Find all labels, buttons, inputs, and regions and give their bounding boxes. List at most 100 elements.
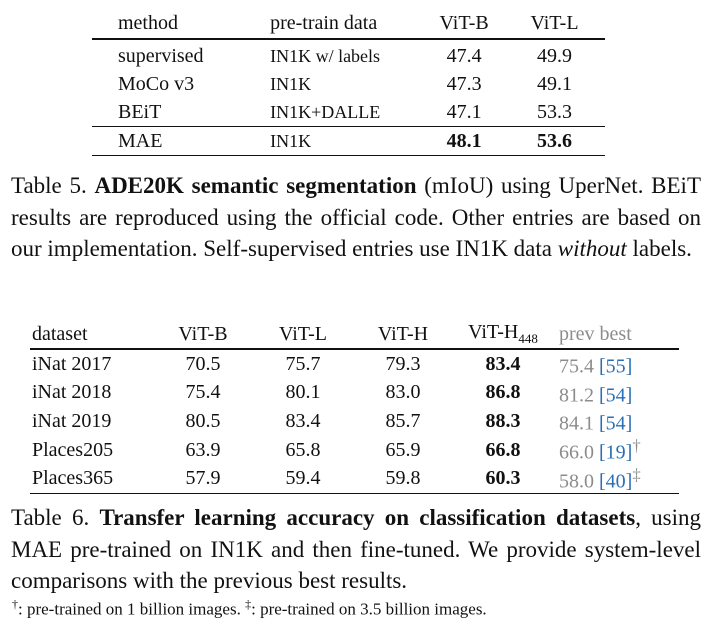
vit-b-value: 75.4 <box>185 381 221 404</box>
vit-h448-value: 60.3 <box>485 467 521 490</box>
citation-ref[interactable]: 40 <box>605 470 626 493</box>
vit-b-value: 63.9 <box>185 438 221 461</box>
table-row: Places205 63.9 65.8 65.9 66.8 66.0 [19]† <box>30 436 679 465</box>
pretrain-data-cell: IN1K w/ labels <box>270 45 381 66</box>
col-header-vit-b: ViT-B <box>439 12 489 34</box>
pretrain-data-cell: IN1K <box>270 73 312 94</box>
pretrain-data-cell: IN1K <box>270 130 312 151</box>
col-header-vit-h: ViT-H <box>377 322 429 345</box>
vit-h448-value: 66.8 <box>485 438 521 461</box>
vit-h-value: 83.0 <box>385 381 421 404</box>
citation-ref[interactable]: 19 <box>605 441 626 464</box>
vit-h448-main: ViT-H <box>468 321 519 343</box>
vit-h-value: 59.8 <box>385 467 421 490</box>
prev-best-cell: 66.0 [19]† <box>553 436 679 465</box>
table-row: supervised IN1K w/ labels 47.4 49.9 <box>92 39 605 70</box>
dagger-mark: † <box>12 597 18 611</box>
col-header-prev-best: prev best <box>559 322 632 345</box>
dataset-cell: iNat 2017 <box>32 352 112 375</box>
pretrain-data-cell: IN1K+DALLE <box>270 101 381 122</box>
vit-l-value: 65.8 <box>285 438 321 461</box>
vit-h448-value: 83.4 <box>485 352 521 375</box>
prev-best-cell: 81.2 [54] <box>553 379 679 408</box>
vit-b-value: 80.5 <box>185 410 221 433</box>
caption-label: Table 5. <box>11 173 87 198</box>
dataset-cell: iNat 2018 <box>32 381 112 404</box>
citation-ref[interactable]: 55 <box>605 355 626 378</box>
prev-best-cell: 75.4 [55] <box>553 349 679 379</box>
vit-h448-value: 86.8 <box>485 381 521 404</box>
table-row: BEiT IN1K+DALLE 47.1 53.3 <box>92 98 605 127</box>
footnote-mark: ‡ <box>632 464 641 484</box>
table-6: dataset ViT-B ViT-L ViT-H ViT-H448 prev … <box>30 320 679 494</box>
vit-b-value: 48.1 <box>446 129 482 152</box>
footnote-text: : pre-trained on 1 billion images. <box>18 599 241 619</box>
method-cell: MoCo v3 <box>118 72 195 95</box>
table-5-caption: Table 5. ADE20K semantic segmentation (m… <box>11 170 701 265</box>
vit-l-value: 53.3 <box>537 100 573 123</box>
table-row: iNat 2018 75.4 80.1 83.0 86.8 81.2 [54] <box>30 379 679 408</box>
citation-link[interactable]: [55] <box>599 355 633 378</box>
caption-bold-title: ADE20K semantic segmentation <box>94 173 417 198</box>
table-6-header-row: dataset ViT-B ViT-L ViT-H ViT-H448 prev … <box>30 320 679 349</box>
vit-h-value: 65.9 <box>385 438 421 461</box>
table-5-header-row: method pre-train data ViT-B ViT-L <box>92 9 605 39</box>
method-cell: BEiT <box>118 100 162 123</box>
vit-l-value: 75.7 <box>285 352 321 375</box>
vit-b-value: 47.4 <box>446 44 482 67</box>
footnote-text: : pre-trained on 3.5 billion images. <box>251 599 487 619</box>
caption-text: , using MAE pre-trained on IN1K and then… <box>11 505 701 593</box>
vit-b-value: 57.9 <box>185 467 221 490</box>
dataset-cell: Places365 <box>32 467 114 490</box>
table-row: MoCo v3 IN1K 47.3 49.1 <box>92 70 605 98</box>
col-header-pretrain-data: pre-train data <box>270 12 378 34</box>
prev-best-value: 84.1 <box>559 412 594 435</box>
prev-best-value: 66.0 <box>559 441 594 464</box>
vit-l-value: 53.6 <box>537 129 573 152</box>
table-6-caption: Table 6. Transfer learning accuracy on c… <box>11 502 701 597</box>
citation-link[interactable]: [54] <box>599 412 633 435</box>
citation-ref[interactable]: 54 <box>605 384 626 407</box>
citation-link[interactable]: [19] <box>599 441 633 464</box>
vit-l-value: 83.4 <box>285 410 321 433</box>
vit-l-value: 49.9 <box>537 44 573 67</box>
citation-ref[interactable]: 54 <box>605 412 626 435</box>
footnote: †: pre-trained on 1 billion images. ‡: p… <box>12 597 487 620</box>
vit-b-value: 47.3 <box>446 72 482 95</box>
vit-h448-value: 88.3 <box>485 410 521 433</box>
double-dagger-mark: ‡ <box>245 597 252 611</box>
vit-l-value: 80.1 <box>285 381 321 404</box>
vit-b-value: 70.5 <box>185 352 221 375</box>
caption-label: Table 6. <box>11 505 90 530</box>
table-row-mae: MAE IN1K 48.1 53.6 <box>92 126 605 156</box>
caption-text: (mIoU) using UperNet. BEiT results are r… <box>11 173 701 261</box>
citation-link[interactable]: [40] <box>599 470 633 493</box>
method-cell: supervised <box>118 44 204 67</box>
citation-link[interactable]: [54] <box>599 384 633 407</box>
prev-best-value: 81.2 <box>559 384 594 407</box>
col-header-dataset: dataset <box>32 322 88 345</box>
prev-best-cell: 58.0 [40]‡ <box>553 465 679 494</box>
footnote-mark: † <box>632 435 641 455</box>
col-header-vit-h448: ViT-H448 <box>453 320 553 349</box>
vit-h448-sub: 448 <box>518 331 538 346</box>
vit-b-value: 47.1 <box>446 100 482 123</box>
dataset-cell: Places205 <box>32 438 114 461</box>
vit-l-value: 59.4 <box>285 467 321 490</box>
caption-text: labels. <box>632 236 692 261</box>
col-header-method: method <box>118 12 178 34</box>
vit-h-value: 79.3 <box>385 352 421 375</box>
table-row: iNat 2017 70.5 75.7 79.3 83.4 75.4 [55] <box>30 349 679 379</box>
col-header-vit-b: ViT-B <box>178 322 228 345</box>
prev-best-value: 58.0 <box>559 470 594 493</box>
table-row: iNat 2019 80.5 83.4 85.7 88.3 84.1 [54] <box>30 407 679 436</box>
prev-best-value: 75.4 <box>559 355 594 378</box>
vit-h-value: 85.7 <box>385 410 421 433</box>
col-header-vit-l: ViT-L <box>278 322 328 345</box>
dataset-cell: iNat 2019 <box>32 410 112 433</box>
prev-best-cell: 84.1 [54] <box>553 407 679 436</box>
method-cell: MAE <box>118 129 163 152</box>
table-5: method pre-train data ViT-B ViT-L superv… <box>92 9 605 156</box>
caption-bold-title: Transfer learning accuracy on classifica… <box>99 505 636 530</box>
caption-italic-text: without <box>557 236 627 261</box>
